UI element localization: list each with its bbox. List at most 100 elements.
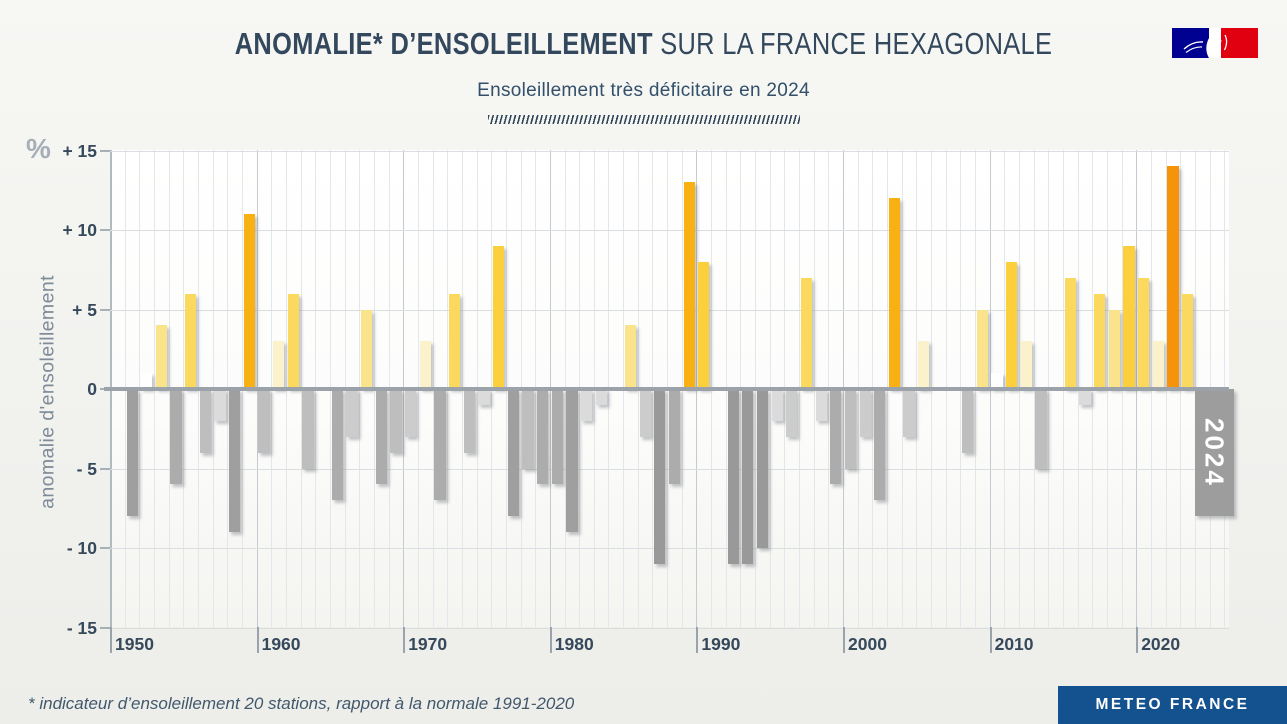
bar-1955 xyxy=(185,293,197,389)
bar-1963 xyxy=(302,389,314,469)
bar-1971 xyxy=(419,341,431,389)
bar-1980 xyxy=(551,389,563,485)
x-tick-label-1990: 1990 xyxy=(701,634,741,654)
bar-1997 xyxy=(800,277,813,389)
bar-1962 xyxy=(287,293,299,389)
bar-1965 xyxy=(331,389,343,501)
anomaly-bar-chart: 2024 xyxy=(104,150,1234,629)
x-tick-label-1980: 1980 xyxy=(554,634,594,654)
x-tick-mark-1990 xyxy=(696,627,699,653)
bar-1966 xyxy=(346,389,358,437)
x-tick-mark-1950 xyxy=(110,627,112,653)
bar-2023 xyxy=(1182,293,1194,389)
bar-2015 xyxy=(1064,277,1076,389)
y-tick-label: - 5 xyxy=(76,458,97,479)
highlight-year-label: 2024 xyxy=(1199,417,1230,488)
bar-2003 xyxy=(888,198,901,389)
bar-1958 xyxy=(229,389,241,533)
bar-1981 xyxy=(566,389,578,533)
bar-1975 xyxy=(478,389,490,405)
bar-1953 xyxy=(155,325,168,389)
y-tick-mark xyxy=(100,229,110,231)
y-tick-label: 0 xyxy=(87,379,97,399)
bar-1988 xyxy=(668,389,681,485)
y-tick-mark xyxy=(100,626,110,629)
bar-1952 xyxy=(141,373,153,389)
zero-axis-line xyxy=(104,387,1229,391)
page-subtitle: Ensoleillement très déficitaire en 2024 xyxy=(477,80,810,101)
x-tick-label-2000: 2000 xyxy=(848,634,887,654)
bar-1960 xyxy=(258,389,270,453)
x-tick-mark-1980 xyxy=(549,627,552,653)
bar-2018 xyxy=(1108,309,1120,389)
bar-2000 xyxy=(844,389,857,469)
bar-1996 xyxy=(786,389,798,437)
bar-1957 xyxy=(214,389,226,421)
bar-1951 xyxy=(126,389,138,517)
gridline-10 xyxy=(110,230,1229,231)
x-tick-mark-2000 xyxy=(843,627,845,653)
bar-1956 xyxy=(199,389,212,453)
y-tick-label: + 10 xyxy=(62,220,97,240)
y-tick-label: - 15 xyxy=(66,617,97,638)
y-tick-label: + 15 xyxy=(62,140,97,161)
bar-1954 xyxy=(170,389,182,485)
bar-1978 xyxy=(522,389,534,469)
bar-1982 xyxy=(580,389,593,421)
y-tick-mark xyxy=(100,467,110,470)
y-unit-label: % xyxy=(26,133,51,164)
bar-1994 xyxy=(756,389,769,548)
x-tick-label-1950: 1950 xyxy=(115,634,154,654)
bar-1986 xyxy=(639,389,651,437)
bar-2001 xyxy=(859,389,871,437)
bar-1974 xyxy=(463,389,475,453)
y-tick-mark xyxy=(100,547,110,549)
bar-2024: 2024 xyxy=(1195,389,1234,517)
gridline--10 xyxy=(110,548,1229,549)
x-tick-label-1970: 1970 xyxy=(408,634,448,654)
bar-1959 xyxy=(243,214,255,389)
x-tick-label-1960: 1960 xyxy=(261,634,301,654)
bar-2012 xyxy=(1020,341,1032,389)
bar-1976 xyxy=(493,245,505,389)
bar-2005 xyxy=(918,341,930,389)
bar-1967 xyxy=(361,309,373,389)
bar-1968 xyxy=(375,389,387,485)
bar-1987 xyxy=(654,389,666,564)
bar-2013 xyxy=(1035,389,1047,469)
page-title: ANOMALIE* D’ENSOLEILLEMENT SUR LA FRANCE… xyxy=(0,26,1287,62)
x-tick-label-2020: 2020 xyxy=(1141,634,1181,654)
bar-1973 xyxy=(449,293,461,389)
bar-2002 xyxy=(874,389,886,501)
x-tick-mark-1960 xyxy=(256,627,259,653)
bar-1972 xyxy=(434,389,446,501)
french-flag-marianne-icon xyxy=(1172,28,1258,58)
bar-2016 xyxy=(1079,389,1091,405)
bar-2010 xyxy=(991,373,1003,389)
page-title-bold: ANOMALIE* D’ENSOLEILLEMENT xyxy=(234,26,653,61)
x-tick-mark-2020 xyxy=(1136,627,1139,653)
bar-1992 xyxy=(727,389,739,564)
bar-2004 xyxy=(903,389,915,437)
x-tick-mark-1970 xyxy=(403,627,406,653)
gridline-15 xyxy=(110,150,1229,152)
page-title-regular: SUR LA FRANCE HEXAGONALE xyxy=(652,26,1053,61)
bar-1995 xyxy=(771,389,783,421)
y-tick-mark xyxy=(100,149,110,152)
y-tick-mark xyxy=(100,308,110,311)
bar-2019 xyxy=(1123,245,1135,389)
french-republic-logo xyxy=(1172,28,1258,58)
bar-2020 xyxy=(1138,277,1150,389)
bar-2008 xyxy=(962,389,974,453)
bar-1983 xyxy=(595,389,607,405)
bar-1990 xyxy=(698,261,710,389)
bar-1993 xyxy=(742,389,754,564)
y-tick-label: - 10 xyxy=(66,538,97,558)
bar-1979 xyxy=(536,389,549,485)
bar-2022 xyxy=(1167,166,1179,389)
bar-1989 xyxy=(683,182,695,389)
bar-1999 xyxy=(830,389,842,485)
bar-1970 xyxy=(405,389,417,437)
meteo-france-brand-box: METEO FRANCE xyxy=(1058,686,1287,724)
